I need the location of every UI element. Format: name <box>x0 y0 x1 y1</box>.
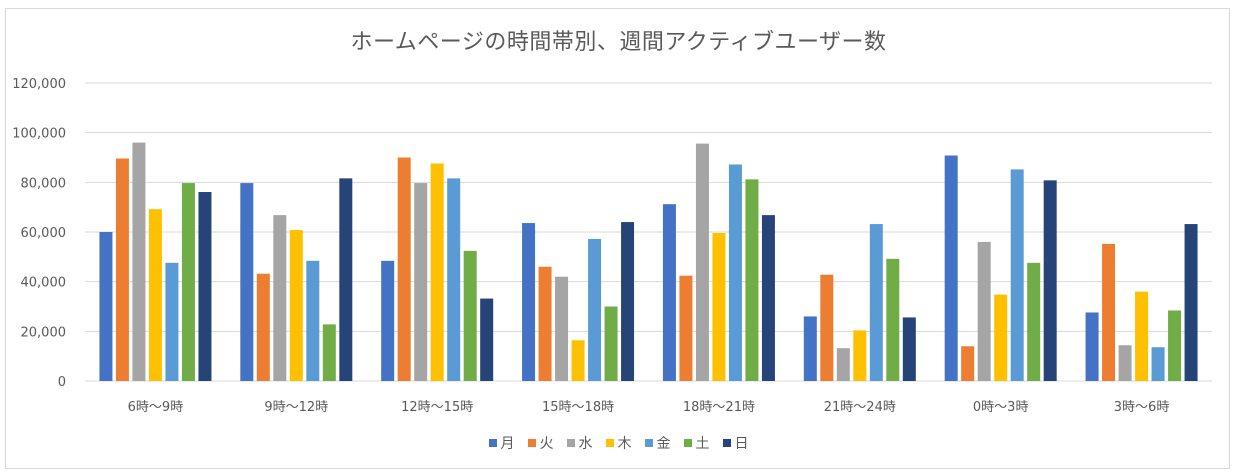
bar-火-0 <box>115 158 129 381</box>
bar-日-7 <box>1184 224 1198 381</box>
bar-日-0 <box>198 192 212 381</box>
bar-土-7 <box>1168 310 1182 381</box>
bar-金-4 <box>728 164 742 381</box>
bar-日-4 <box>761 215 775 381</box>
chart-title: ホームページの時間帯別、週間アクティブユーザー数 <box>350 30 887 55</box>
bars <box>99 142 1198 381</box>
bar-金-0 <box>165 262 179 381</box>
bar-月-0 <box>99 232 113 381</box>
bar-火-5 <box>820 274 834 381</box>
bar-月-1 <box>240 183 254 381</box>
legend: 月火水木金土日 <box>0 433 1237 453</box>
bar-水-5 <box>836 348 850 381</box>
bar-金-3 <box>588 238 602 381</box>
legend-swatch <box>683 439 692 447</box>
bar-火-1 <box>256 273 270 381</box>
bar-水-3 <box>555 276 569 381</box>
y-tick-label: 20,000 <box>21 325 67 340</box>
bar-土-5 <box>886 258 900 381</box>
bar-木-5 <box>853 330 867 381</box>
bar-火-7 <box>1102 243 1116 381</box>
bar-金-1 <box>306 260 320 381</box>
bar-月-3 <box>522 223 536 381</box>
bar-木-3 <box>571 340 585 381</box>
legend-label: 金 <box>656 436 671 452</box>
bar-土-4 <box>745 179 759 381</box>
bar-水-7 <box>1118 345 1132 381</box>
x-tick-label: 15時〜18時 <box>542 400 614 415</box>
x-tick-label: 0時〜3時 <box>973 400 1029 415</box>
legend-swatch <box>488 439 497 447</box>
bar-木-0 <box>148 209 162 381</box>
legend-label: 水 <box>578 436 593 452</box>
legend-swatch <box>527 439 536 447</box>
x-tick-label: 3時〜6時 <box>1114 400 1170 415</box>
bar-火-6 <box>961 346 975 381</box>
bar-水-6 <box>977 241 991 381</box>
x-tick-label: 9時〜12時 <box>264 400 328 415</box>
bar-月-6 <box>944 155 958 381</box>
legend-swatch <box>644 439 653 447</box>
bar-土-0 <box>181 183 195 381</box>
x-tick-label: 12時〜15時 <box>401 400 473 415</box>
bar-木-1 <box>289 230 303 381</box>
legend-swatch <box>566 439 575 447</box>
bar-金-6 <box>1010 169 1024 381</box>
legend-label: 木 <box>617 436 632 452</box>
x-tick-label: 21時〜24時 <box>824 400 896 415</box>
y-tick-label: 120,000 <box>12 77 66 92</box>
x-tick-label: 6時〜9時 <box>128 400 184 415</box>
bar-月-4 <box>662 204 676 381</box>
bar-金-7 <box>1151 347 1165 381</box>
y-tick-label: 100,000 <box>12 127 66 142</box>
y-tick-label: 0 <box>58 375 66 390</box>
bar-日-1 <box>339 178 353 381</box>
bar-土-1 <box>322 324 336 381</box>
legend-swatch <box>722 439 731 447</box>
bar-日-5 <box>902 317 916 381</box>
bar-日-2 <box>480 298 494 381</box>
x-axis: 6時〜9時 9時〜12時 12時〜15時 15時〜18時 18時〜21時 21時〜24時 0… <box>128 400 1170 415</box>
legend-item: 木 <box>605 433 632 453</box>
legend-label: 土 <box>695 436 710 452</box>
x-tick-label: 18時〜21時 <box>683 400 755 415</box>
bar-日-6 <box>1043 180 1057 381</box>
y-tick-label: 80,000 <box>21 176 67 191</box>
bar-土-2 <box>463 250 477 381</box>
legend-item: 土 <box>683 433 710 453</box>
legend-item: 水 <box>566 433 593 453</box>
bar-土-3 <box>604 306 618 381</box>
bar-火-3 <box>538 266 552 381</box>
legend-label: 月 <box>500 436 515 452</box>
bar-木-4 <box>712 232 726 381</box>
bar-火-2 <box>397 157 411 381</box>
bar-月-7 <box>1085 312 1099 381</box>
legend-item: 月 <box>488 433 515 453</box>
bar-金-2 <box>447 178 461 381</box>
y-tick-label: 60,000 <box>21 226 67 241</box>
bar-水-2 <box>414 183 428 381</box>
bar-木-7 <box>1135 291 1149 381</box>
y-axis: 0 20,000 40,000 60,000 80,000 100,000 120,000 <box>12 77 66 390</box>
bar-火-4 <box>679 275 693 381</box>
legend-label: 火 <box>539 436 554 452</box>
gridlines <box>85 82 1212 382</box>
bar-水-4 <box>695 143 709 381</box>
bar-日-3 <box>621 222 635 381</box>
y-tick-label: 40,000 <box>21 276 67 291</box>
legend-item: 日 <box>722 433 749 453</box>
legend-swatch <box>605 439 614 447</box>
bar-水-1 <box>273 215 287 381</box>
legend-label: 日 <box>734 436 749 452</box>
bar-土-6 <box>1027 262 1041 381</box>
bar-水-0 <box>132 142 146 381</box>
bar-月-5 <box>803 316 817 381</box>
legend-item: 火 <box>527 433 554 453</box>
bar-木-6 <box>994 294 1008 381</box>
bar-月-2 <box>381 260 395 381</box>
legend-item: 金 <box>644 433 671 453</box>
bar-木-2 <box>430 163 444 381</box>
bar-金-5 <box>869 224 883 381</box>
